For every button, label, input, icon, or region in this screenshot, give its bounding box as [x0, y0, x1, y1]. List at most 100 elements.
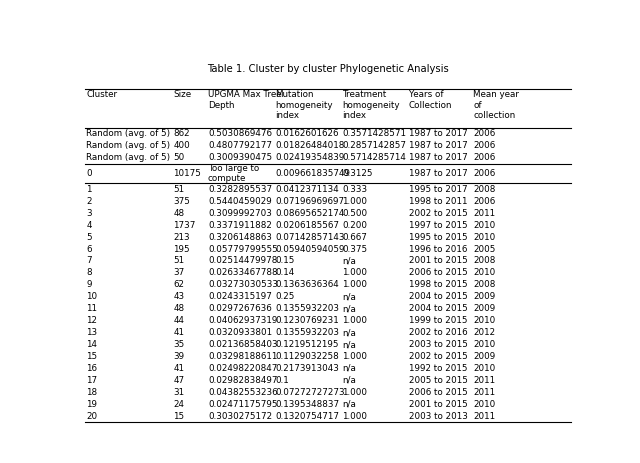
Text: 2009: 2009	[474, 304, 495, 313]
Text: Random (avg. of 5): Random (avg. of 5)	[86, 129, 171, 138]
Text: 2006: 2006	[474, 197, 495, 206]
Text: 0.0320933801: 0.0320933801	[208, 328, 272, 337]
Text: 4: 4	[86, 221, 92, 230]
Text: 1997 to 2015: 1997 to 2015	[409, 221, 467, 230]
Text: Size: Size	[173, 90, 191, 100]
Text: UPGMA Max Tree
Depth: UPGMA Max Tree Depth	[208, 90, 282, 110]
Text: 2: 2	[86, 197, 92, 206]
Text: 2006: 2006	[474, 169, 495, 178]
Text: 2002 to 2015: 2002 to 2015	[409, 209, 468, 218]
Text: 17: 17	[86, 376, 97, 385]
Text: 41: 41	[173, 364, 184, 373]
Text: 1987 to 2017: 1987 to 2017	[409, 169, 468, 178]
Text: 43: 43	[173, 292, 184, 301]
Text: 10175: 10175	[173, 169, 201, 178]
Text: 0.1129032258: 0.1129032258	[275, 352, 339, 361]
Text: 13: 13	[86, 328, 97, 337]
Text: 195: 195	[173, 244, 190, 254]
Text: 2006 to 2015: 2006 to 2015	[409, 269, 468, 277]
Text: 0.1320754717: 0.1320754717	[275, 412, 339, 421]
Text: 2008: 2008	[474, 257, 496, 265]
Text: 0.15: 0.15	[275, 257, 294, 265]
Text: 0.02514479978: 0.02514479978	[208, 257, 277, 265]
Text: 0.2173913043: 0.2173913043	[275, 364, 339, 373]
Text: 35: 35	[173, 340, 184, 349]
Text: 51: 51	[173, 185, 184, 194]
Text: 41: 41	[173, 328, 184, 337]
Text: 47: 47	[173, 376, 184, 385]
Text: 5: 5	[86, 232, 92, 242]
Text: 44: 44	[173, 316, 184, 325]
Text: 2009: 2009	[474, 352, 495, 361]
Text: 0.02498220847: 0.02498220847	[208, 364, 277, 373]
Text: 0.01826484018: 0.01826484018	[275, 141, 344, 150]
Text: 2004 to 2015: 2004 to 2015	[409, 304, 468, 313]
Text: 0.25: 0.25	[275, 292, 294, 301]
Text: 1987 to 2017: 1987 to 2017	[409, 141, 468, 150]
Text: 1.000: 1.000	[342, 388, 367, 397]
Text: 2008: 2008	[474, 185, 496, 194]
Text: 1987 to 2017: 1987 to 2017	[409, 129, 468, 138]
Text: 0.3206148863: 0.3206148863	[208, 232, 272, 242]
Text: 0.3099992703: 0.3099992703	[208, 209, 272, 218]
Text: 10: 10	[86, 292, 97, 301]
Text: 2002 to 2016: 2002 to 2016	[409, 328, 467, 337]
Text: 0.3030275172: 0.3030275172	[208, 412, 272, 421]
Text: 0.009661835749: 0.009661835749	[275, 169, 350, 178]
Text: 2005 to 2015: 2005 to 2015	[409, 376, 468, 385]
Text: 0.1363636364: 0.1363636364	[275, 281, 339, 289]
Text: 31: 31	[173, 388, 184, 397]
Text: 2010: 2010	[474, 364, 495, 373]
Text: n/a: n/a	[342, 376, 356, 385]
Text: 0.07142857143: 0.07142857143	[275, 232, 344, 242]
Text: 62: 62	[173, 281, 184, 289]
Text: 2011: 2011	[474, 388, 495, 397]
Text: 0.05779799555: 0.05779799555	[208, 244, 278, 254]
Text: 0.05940594059: 0.05940594059	[275, 244, 344, 254]
Text: 2012: 2012	[474, 328, 495, 337]
Text: 0.3125: 0.3125	[342, 169, 372, 178]
Text: 2001 to 2015: 2001 to 2015	[409, 257, 468, 265]
Text: 2010: 2010	[474, 232, 495, 242]
Text: n/a: n/a	[342, 364, 356, 373]
Text: 0: 0	[86, 169, 92, 178]
Text: 0.03273030533: 0.03273030533	[208, 281, 278, 289]
Text: 1.000: 1.000	[342, 197, 367, 206]
Text: 2009: 2009	[474, 292, 495, 301]
Text: 1.000: 1.000	[342, 352, 367, 361]
Text: 1995 to 2015: 1995 to 2015	[409, 232, 467, 242]
Text: Table 1. Cluster by cluster Phylogenetic Analysis: Table 1. Cluster by cluster Phylogenetic…	[207, 64, 449, 75]
Text: 1995 to 2017: 1995 to 2017	[409, 185, 467, 194]
Text: 1737: 1737	[173, 221, 196, 230]
Text: 0.0412371134: 0.0412371134	[275, 185, 339, 194]
Text: 0.5030869476: 0.5030869476	[208, 129, 272, 138]
Text: 2003 to 2013: 2003 to 2013	[409, 412, 468, 421]
Text: 0.3282895537: 0.3282895537	[208, 185, 272, 194]
Text: 2010: 2010	[474, 221, 495, 230]
Text: 375: 375	[173, 197, 190, 206]
Text: 0.02419354839: 0.02419354839	[275, 153, 344, 163]
Text: 2006 to 2015: 2006 to 2015	[409, 388, 468, 397]
Text: 51: 51	[173, 257, 184, 265]
Text: n/a: n/a	[342, 257, 356, 265]
Text: 39: 39	[173, 352, 184, 361]
Text: 7: 7	[86, 257, 92, 265]
Text: 0.14: 0.14	[275, 269, 294, 277]
Text: 0.08695652174: 0.08695652174	[275, 209, 344, 218]
Text: 0.3009390475: 0.3009390475	[208, 153, 272, 163]
Text: 2011: 2011	[474, 209, 495, 218]
Text: 0.04382553236: 0.04382553236	[208, 388, 278, 397]
Text: 1992 to 2015: 1992 to 2015	[409, 364, 467, 373]
Text: 15: 15	[173, 412, 184, 421]
Text: 0.0206185567: 0.0206185567	[275, 221, 339, 230]
Text: 1996 to 2016: 1996 to 2016	[409, 244, 467, 254]
Text: 0.04062937319: 0.04062937319	[208, 316, 277, 325]
Text: 0.1355932203: 0.1355932203	[275, 304, 339, 313]
Text: 2006: 2006	[474, 129, 495, 138]
Text: 2005: 2005	[474, 244, 496, 254]
Text: 0.3371911882: 0.3371911882	[208, 221, 272, 230]
Text: n/a: n/a	[342, 340, 356, 349]
Text: 0.375: 0.375	[342, 244, 367, 254]
Text: 2006: 2006	[474, 153, 495, 163]
Text: 9: 9	[86, 281, 92, 289]
